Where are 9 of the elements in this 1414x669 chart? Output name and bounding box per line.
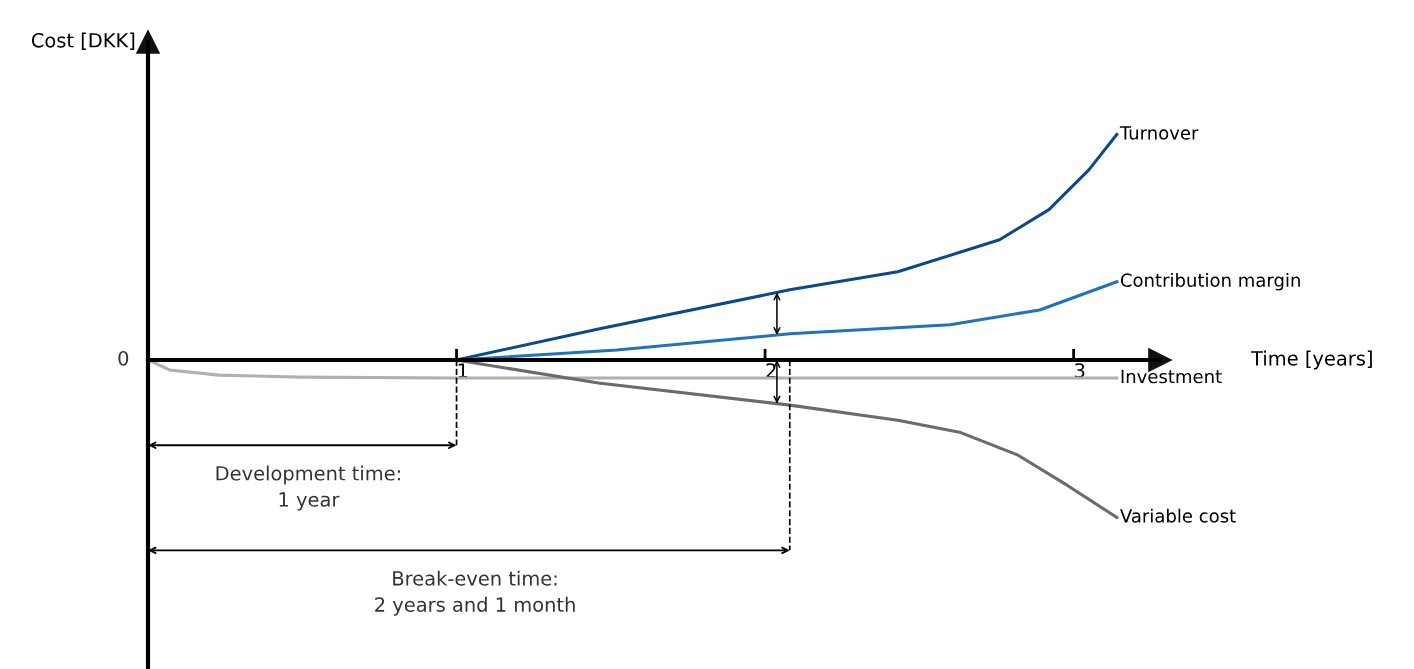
x-axis-title: Time [years]	[1251, 350, 1372, 370]
series-label: Contribution margin	[1120, 273, 1300, 291]
series-label: Turnover	[1119, 126, 1199, 140]
series-label: Investment	[1121, 369, 1222, 384]
text: Break-even time: 2 years and 1 month	[375, 570, 575, 616]
annotation: Development time: 1 year	[216, 465, 400, 511]
series-label: Variable cost	[1120, 508, 1236, 523]
y-axis-title: Cost [DKK]	[31, 32, 135, 50]
annotation: 0	[118, 350, 129, 366]
